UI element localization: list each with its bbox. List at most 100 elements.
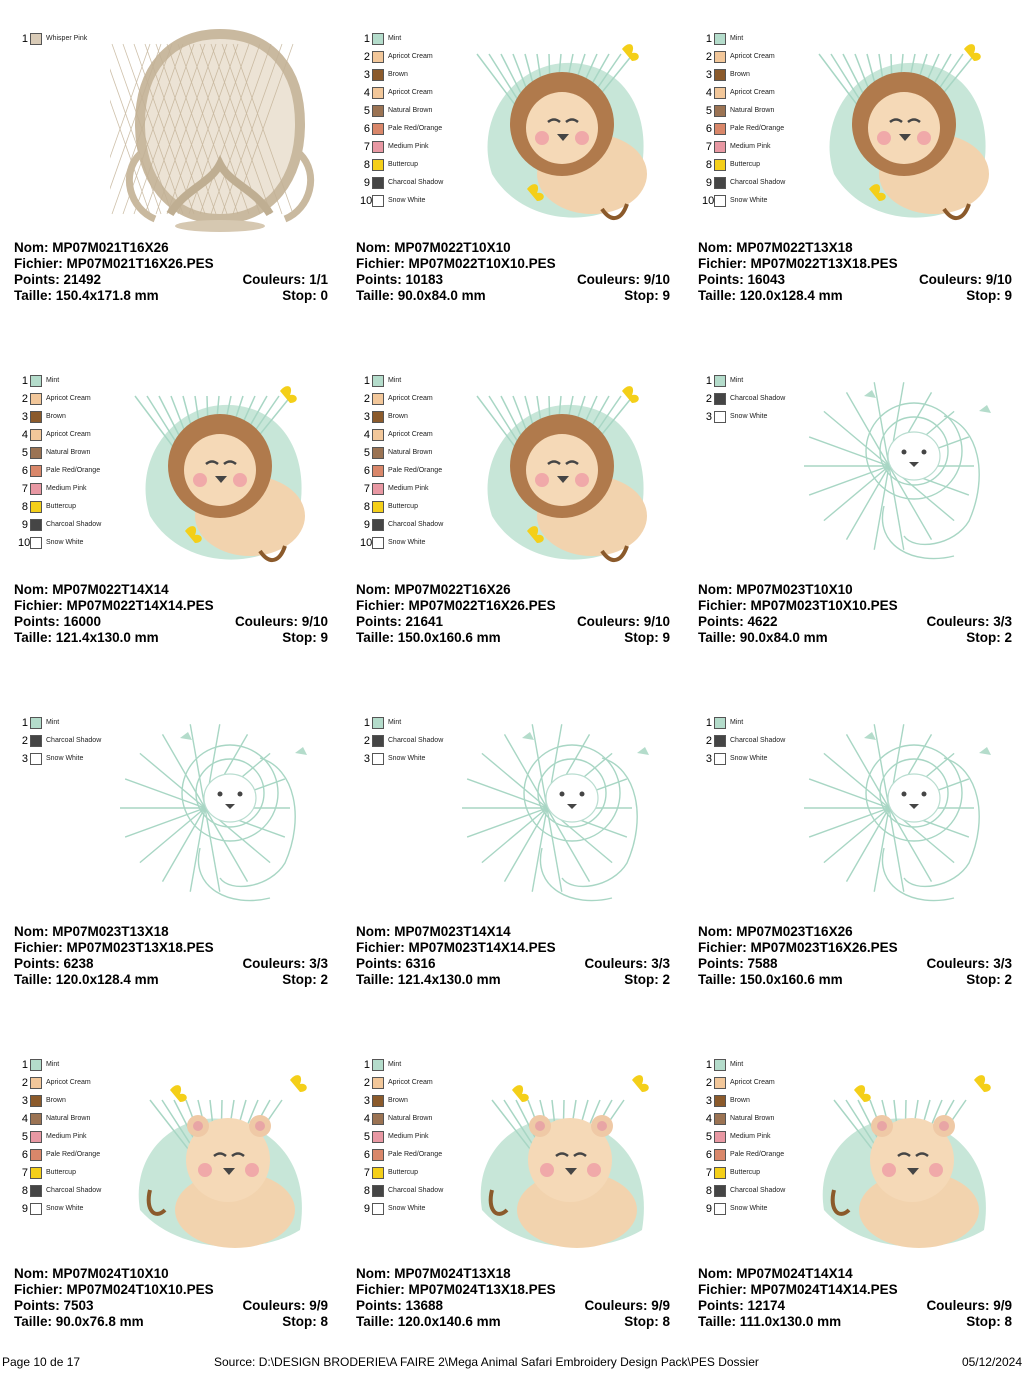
color-swatch (372, 33, 384, 45)
color-swatch (372, 51, 384, 63)
size-row: Taille: 121.4x130.0 mm Stop: 9 (14, 630, 328, 646)
palette-number: 9 (21, 1203, 28, 1215)
color-swatch (30, 501, 42, 513)
palette-row: 5 Medium Pink (702, 1128, 785, 1146)
palette-number: 1 (363, 1059, 370, 1071)
color-swatch (30, 1113, 42, 1125)
palette-row: 3 Brown (702, 1092, 785, 1110)
palette-number: 8 (21, 1185, 28, 1197)
palette-number: 6 (21, 465, 28, 477)
couleurs-label: Couleurs: (926, 956, 990, 971)
file-name-row: Fichier: MP07M023T16X26.PES (698, 940, 1012, 956)
thread-color-name: Apricot Cream (730, 1079, 775, 1086)
color-swatch (714, 753, 726, 765)
size-row: Taille: 120.0x128.4 mm Stop: 2 (14, 972, 328, 988)
fichier-label: Fichier: (356, 940, 405, 955)
color-swatch (714, 1131, 726, 1143)
thread-color-name: Apricot Cream (730, 53, 775, 60)
design-preview-image (110, 356, 330, 588)
palette-number: 1 (705, 375, 712, 387)
palette-row: 5 Natural Brown (360, 444, 443, 462)
color-swatch (714, 411, 726, 423)
palette-row: 3 Brown (360, 66, 443, 84)
color-swatch (714, 33, 726, 45)
palette-row: 5 Natural Brown (702, 102, 785, 120)
palette-number: 3 (705, 1095, 712, 1107)
palette-number: 5 (363, 105, 370, 117)
palette-row: 8 Buttercup (360, 156, 443, 174)
design-info: Nom: MP07M022T10X10 Fichier: MP07M022T10… (356, 240, 670, 304)
palette-number: 1 (21, 375, 28, 387)
palette-row: 6 Pale Red/Orange (18, 462, 101, 480)
palette-number: 7 (705, 141, 712, 153)
thread-color-name: Snow White (46, 539, 84, 546)
thread-color-name: Natural Brown (46, 1115, 91, 1122)
palette-row: 4 Apricot Cream (360, 426, 443, 444)
palette-row: 9 Snow White (702, 1200, 785, 1218)
color-palette: 1 Mint 2 Apricot Cream 3 Brown 4 Natural Br… (18, 1056, 101, 1218)
color-palette: 1 Mint 2 Apricot Cream 3 Brown 4 Apricot Cr… (360, 372, 443, 552)
palette-row: 2 Apricot Cream (360, 48, 443, 66)
thread-color-name: Pale Red/Orange (388, 467, 443, 474)
thread-color-name: Apricot Cream (46, 431, 91, 438)
color-swatch (30, 465, 42, 477)
stop-label: Stop: (966, 288, 1001, 303)
thread-color-name: Pale Red/Orange (730, 1151, 785, 1158)
palette-row: 1 Mint (360, 372, 443, 390)
points-label: Points: (698, 956, 744, 971)
color-swatch (30, 375, 42, 387)
palette-row: 6 Pale Red/Orange (360, 1146, 443, 1164)
design-name: MP07M022T13X18 (736, 240, 853, 255)
taille-label: Taille: (698, 288, 737, 303)
color-palette: 1 Whisper Pink (18, 30, 87, 48)
size-row: Taille: 90.0x76.8 mm Stop: 8 (14, 1314, 328, 1330)
palette-row: 4 Apricot Cream (18, 426, 101, 444)
color-swatch (714, 1167, 726, 1179)
size-row: Taille: 90.0x84.0 mm Stop: 2 (698, 630, 1012, 646)
color-count: 9/9 (309, 1298, 328, 1313)
color-swatch (372, 141, 384, 153)
palette-number: 8 (363, 1185, 370, 1197)
palette-number: 8 (363, 501, 370, 513)
palette-row: 7 Medium Pink (360, 138, 443, 156)
fichier-label: Fichier: (698, 1282, 747, 1297)
palette-number: 7 (363, 141, 370, 153)
color-swatch (714, 159, 726, 171)
palette-row: 2 Charcoal Shadow (702, 732, 785, 750)
color-swatch (372, 429, 384, 441)
color-swatch (30, 519, 42, 531)
design-name-row: Nom: MP07M023T14X14 (356, 924, 670, 940)
points-row: Points: 6316 Couleurs: 3/3 (356, 956, 670, 972)
color-swatch (714, 87, 726, 99)
couleurs-label: Couleurs: (918, 272, 982, 287)
thread-color-name: Buttercup (46, 1169, 76, 1176)
thread-color-name: Charcoal Shadow (46, 521, 102, 528)
palette-number: 1 (363, 717, 370, 729)
palette-number: 9 (21, 519, 28, 531)
file-name-row: Fichier: MP07M021T16X26.PES (14, 256, 328, 272)
stop-label: Stop: (966, 630, 1001, 645)
design-preview-image (452, 14, 672, 246)
color-swatch (372, 1059, 384, 1071)
points-label: Points: (14, 272, 60, 287)
color-swatch (372, 105, 384, 117)
palette-number: 9 (363, 177, 370, 189)
palette-row: 8 Buttercup (18, 498, 101, 516)
design-name-row: Nom: MP07M024T14X14 (698, 1266, 1012, 1282)
file-name: MP07M022T14X14.PES (66, 598, 214, 613)
size-row: Taille: 150.0x160.6 mm Stop: 9 (356, 630, 670, 646)
fichier-label: Fichier: (356, 598, 405, 613)
points-label: Points: (14, 956, 60, 971)
palette-number: 2 (363, 51, 370, 63)
design-card: 1 Mint 2 Apricot Cream 3 Brown 4 Apricot Cr… (684, 6, 1024, 348)
color-palette: 1 Mint 2 Apricot Cream 3 Brown 4 Apricot Cr… (360, 30, 443, 210)
points-row: Points: 10183 Couleurs: 9/10 (356, 272, 670, 288)
palette-row: 9 Snow White (18, 1200, 101, 1218)
color-count: 9/10 (643, 614, 670, 629)
design-name-row: Nom: MP07M023T16X26 (698, 924, 1012, 940)
points-label: Points: (14, 614, 60, 629)
color-swatch (714, 1059, 726, 1071)
palette-row: 6 Pale Red/Orange (702, 120, 785, 138)
color-count: 3/3 (993, 614, 1012, 629)
color-swatch (714, 51, 726, 63)
